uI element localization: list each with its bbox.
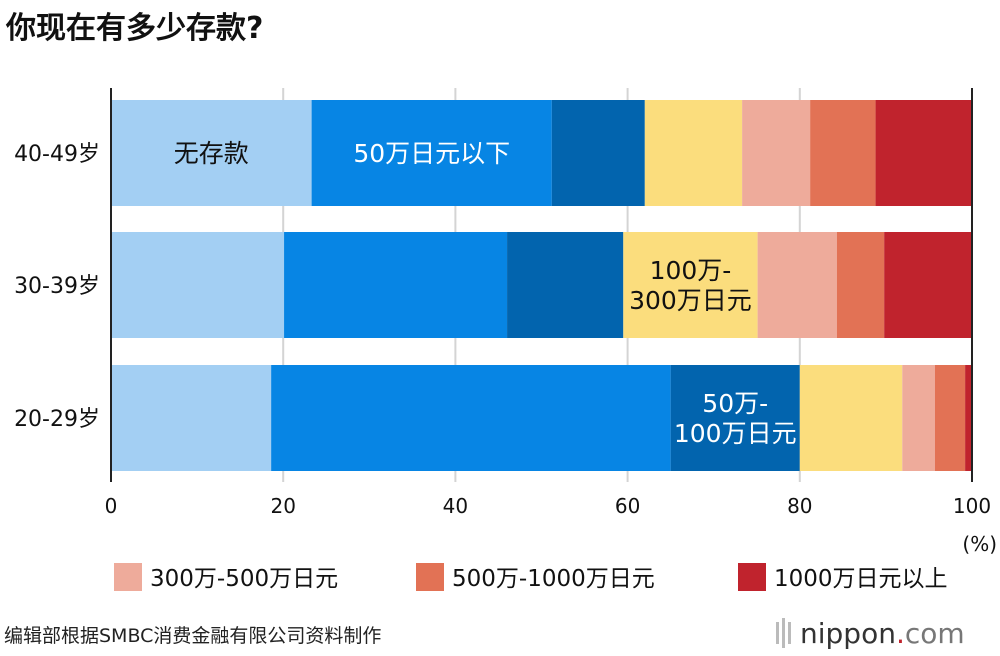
bar-segment xyxy=(799,365,903,471)
bar-segment xyxy=(551,100,645,206)
legend-swatch xyxy=(738,563,766,591)
bar-segment xyxy=(271,365,671,471)
legend-label: 300万-500万日元 xyxy=(150,566,338,592)
x-tick-label: 0 xyxy=(105,494,118,518)
bar-segment xyxy=(111,232,285,338)
bar-inline-label: 无存款 xyxy=(174,139,249,168)
bar-segment xyxy=(623,232,758,338)
x-tick-label: 20 xyxy=(270,494,295,518)
bar-segment xyxy=(884,232,972,338)
bar-segment xyxy=(810,100,876,206)
bar-segment xyxy=(111,100,312,206)
nippon-logo: nippon.com xyxy=(776,617,965,650)
y-tick-label: 40-49岁 xyxy=(14,142,100,167)
bar-segment xyxy=(836,232,885,338)
bar-segment xyxy=(742,100,811,206)
bar-segment xyxy=(284,232,508,338)
bar-segment xyxy=(875,100,972,206)
chart-title: 你现在有多少存款? xyxy=(5,11,263,46)
x-tick-label: 100 xyxy=(953,494,991,518)
bar-inline-label: 50万- xyxy=(702,389,768,418)
bar-segment xyxy=(965,365,972,471)
bar-segment xyxy=(311,100,552,206)
x-tick-label: 60 xyxy=(615,494,640,518)
y-tick-label: 20-29岁 xyxy=(14,407,100,432)
bar-inline-label: 100万日元 xyxy=(674,419,797,448)
bar-segment xyxy=(902,365,935,471)
legend-label: 500万-1000万日元 xyxy=(452,566,655,592)
y-tick-label: 30-39岁 xyxy=(14,274,100,299)
x-axis-unit: (%) xyxy=(962,532,997,556)
bar-inline-label: 300万日元 xyxy=(629,286,752,315)
bar-segment xyxy=(757,232,837,338)
logo-text: nippon.com xyxy=(800,617,965,650)
legend-label: 1000万日元以上 xyxy=(774,566,948,592)
bar-segment xyxy=(507,232,624,338)
bar-segment xyxy=(644,100,743,206)
x-tick-label: 80 xyxy=(787,494,812,518)
bar-segment xyxy=(670,365,800,471)
legend-swatch xyxy=(416,563,444,591)
x-tick-label: 40 xyxy=(443,494,468,518)
source-note: 编辑部根据SMBC消费金融有限公司资料制作 xyxy=(4,625,381,647)
bar-inline-label: 100万- xyxy=(650,256,732,285)
bar-segment xyxy=(934,365,966,471)
legend-swatch xyxy=(114,563,142,591)
bar-inline-label: 50万日元以下 xyxy=(353,139,510,168)
bar-segment xyxy=(111,365,272,471)
